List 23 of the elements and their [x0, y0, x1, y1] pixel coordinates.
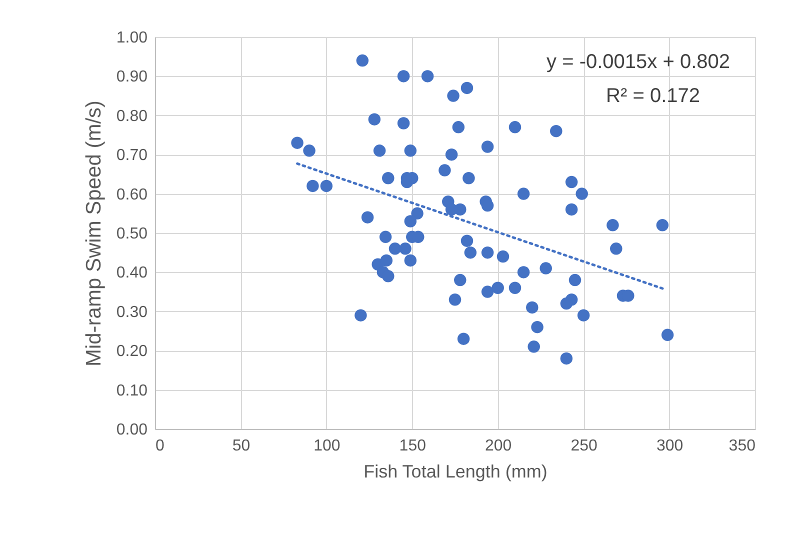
x-tick-label: 200: [485, 438, 512, 454]
y-tick-label: 0.90: [116, 68, 148, 86]
y-tick-label: 0.00: [116, 422, 148, 438]
y-tick-label: 0.10: [116, 382, 148, 400]
x-tick-label: 150: [399, 438, 426, 454]
annotation: R² = 0.172: [606, 85, 700, 107]
x-tick-label: 300: [656, 438, 684, 454]
x-axis-title: Fish Total Length (mm): [364, 462, 548, 482]
y-axis-title: Mid-ramp Swim Speed (m/s): [82, 100, 106, 367]
x-tick-label: 350: [728, 438, 756, 454]
y-tick-label: 0.30: [116, 304, 148, 321]
y-tick-label: 0.40: [116, 264, 148, 282]
y-tick-label: 1.00: [116, 30, 148, 46]
x-tick-label: 100: [314, 438, 340, 454]
y-tick-label: 0.60: [116, 186, 148, 204]
y-tick-label: 0.20: [116, 343, 148, 360]
y-tick-label: 0.80: [116, 108, 148, 125]
x-tick-label: 50: [232, 438, 250, 454]
x-tick-label: 250: [570, 438, 598, 454]
x-tick-label: 0: [156, 438, 164, 454]
y-tick-label: 0.50: [116, 226, 148, 242]
annotation: y = -0.0015x + 0.802: [546, 51, 730, 73]
y-tick-label: 0.70: [116, 147, 148, 164]
